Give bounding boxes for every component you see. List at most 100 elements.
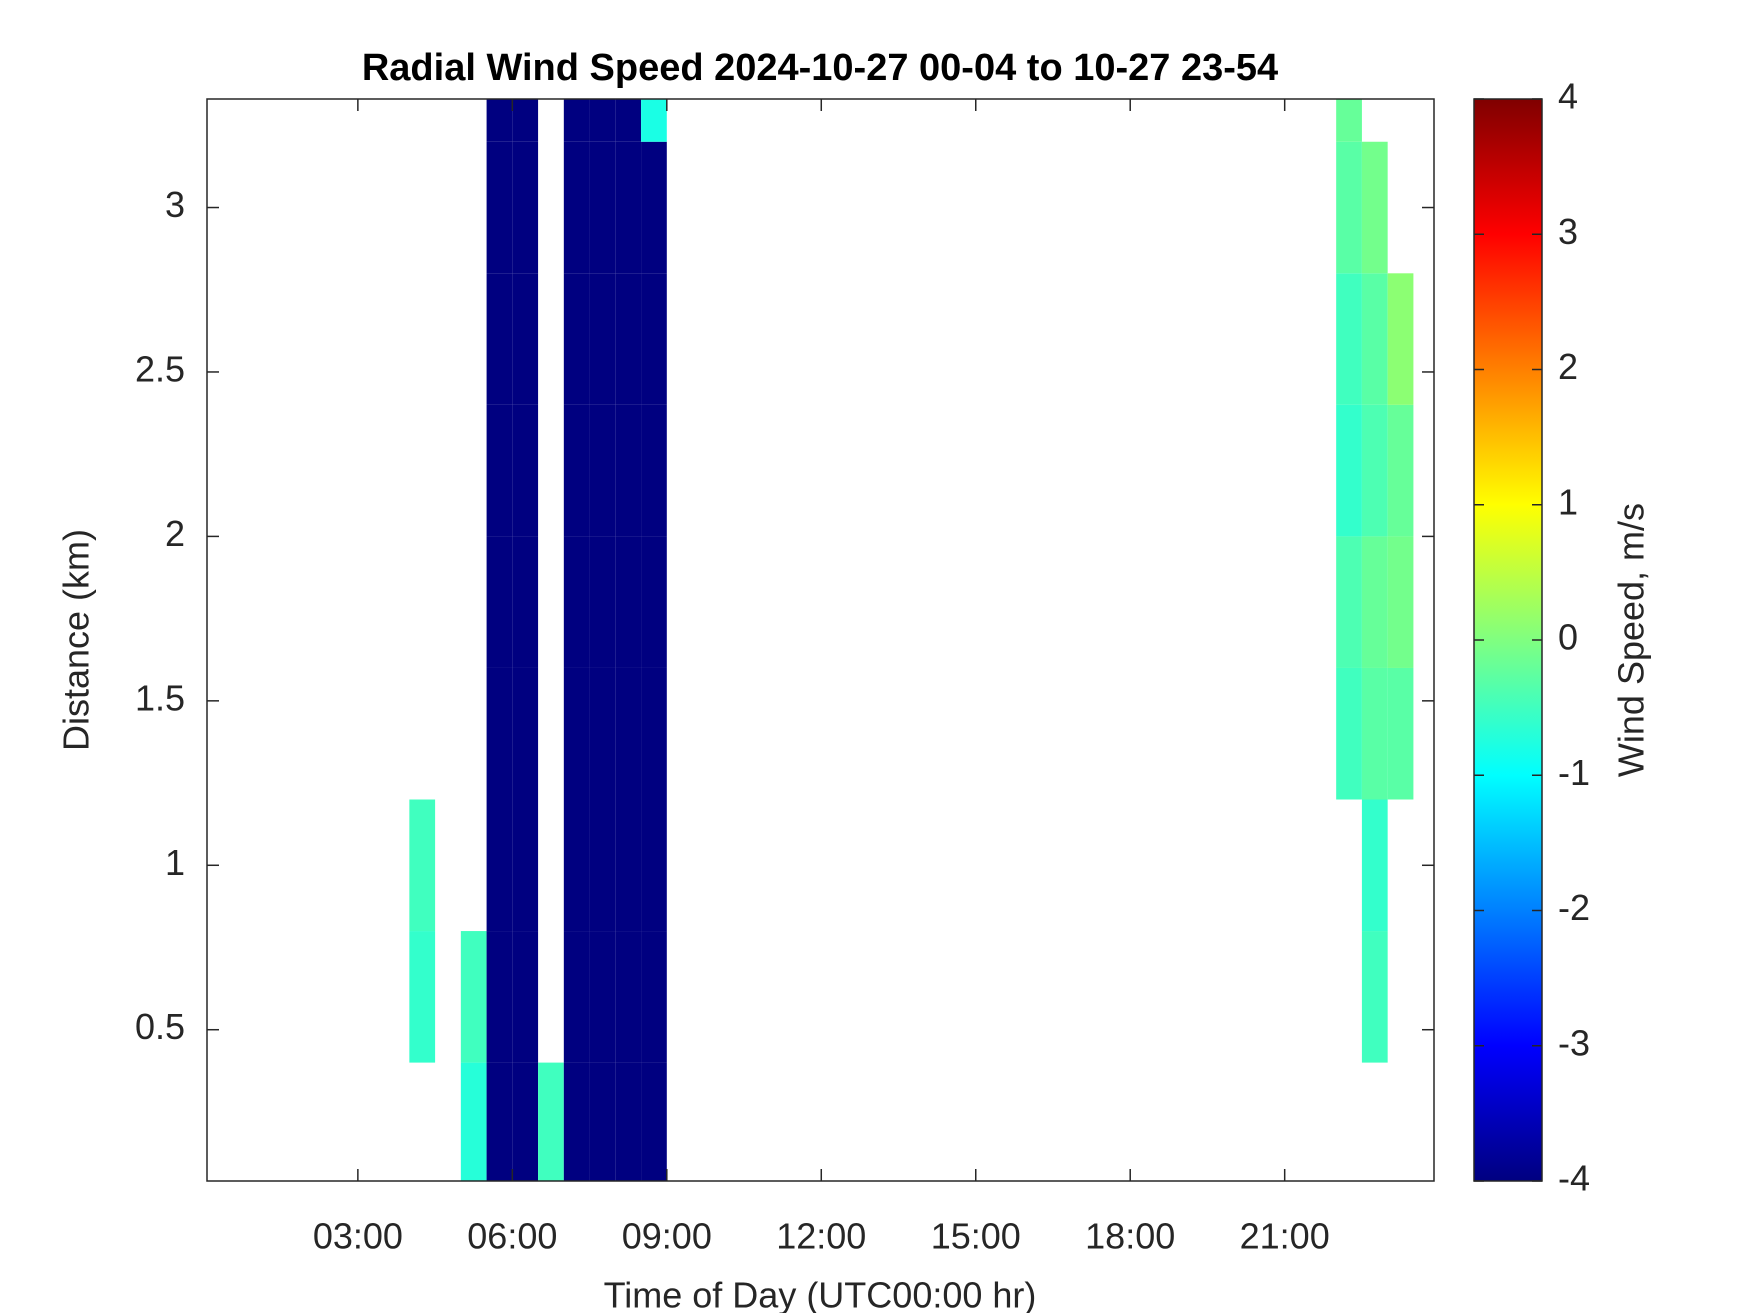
heatmap-cell bbox=[1387, 404, 1414, 537]
x-tick-label: 15:00 bbox=[931, 1216, 1021, 1257]
x-tick-label: 21:00 bbox=[1240, 1216, 1330, 1257]
heatmap-cell bbox=[1336, 141, 1362, 274]
heatmap-cell bbox=[615, 536, 642, 668]
heatmap-cell bbox=[512, 1062, 539, 1181]
colorbar-tick-label: -4 bbox=[1558, 1158, 1590, 1199]
heatmap-cell bbox=[615, 404, 642, 537]
heatmap-cell bbox=[1387, 536, 1414, 668]
x-tick-label: 18:00 bbox=[1085, 1216, 1175, 1257]
heatmap-cell bbox=[512, 536, 539, 668]
heatmap-cell bbox=[1387, 273, 1414, 405]
heatmap-cell bbox=[589, 799, 616, 932]
heatmap-cell bbox=[563, 799, 590, 932]
heatmap-cell bbox=[1387, 667, 1414, 800]
x-tick-label: 06:00 bbox=[467, 1216, 557, 1257]
x-tick-label: 09:00 bbox=[622, 1216, 712, 1257]
x-tick-label: 03:00 bbox=[313, 1216, 403, 1257]
heatmap-cell bbox=[563, 404, 590, 537]
chart-title: Radial Wind Speed 2024-10-27 00-04 to 10… bbox=[362, 47, 1278, 89]
heatmap-cell bbox=[563, 99, 590, 142]
heatmap-cell bbox=[641, 931, 667, 1063]
heatmap-cell bbox=[1336, 667, 1362, 800]
y-tick-label: 1 bbox=[165, 842, 185, 883]
heatmap-cell bbox=[1336, 99, 1362, 142]
heatmap-cell bbox=[615, 1062, 642, 1181]
heatmap-cell bbox=[460, 1062, 487, 1181]
heatmap-cell bbox=[615, 273, 642, 405]
heatmap-cell bbox=[589, 931, 616, 1063]
heatmap-cell bbox=[512, 99, 539, 142]
heatmap-cell bbox=[641, 1062, 667, 1181]
heatmap-cell bbox=[409, 799, 436, 932]
colorbar-tick-label: 3 bbox=[1558, 211, 1578, 252]
heatmap-cell bbox=[641, 141, 667, 274]
heatmap-cell bbox=[1361, 536, 1388, 668]
heatmap-cell bbox=[486, 99, 513, 142]
heatmap-cell bbox=[563, 141, 590, 274]
heatmap-cell bbox=[486, 667, 513, 800]
colorbar-tick-label: 1 bbox=[1558, 481, 1578, 522]
y-tick-label: 2.5 bbox=[135, 348, 185, 389]
heatmap-cell bbox=[589, 141, 616, 274]
heatmap-cell bbox=[486, 931, 513, 1063]
heatmap-cell bbox=[641, 667, 667, 800]
heatmap-cell bbox=[512, 799, 539, 932]
colorbar bbox=[1474, 99, 1542, 1181]
heatmap-cell bbox=[641, 799, 667, 932]
heatmap-cell bbox=[563, 1062, 590, 1181]
y-tick-label: 3 bbox=[165, 184, 185, 225]
heatmap-cell bbox=[641, 273, 667, 405]
heatmap-cell bbox=[460, 931, 487, 1063]
heatmap-cell bbox=[512, 141, 539, 274]
heatmap-cell bbox=[615, 799, 642, 932]
heatmap-cell bbox=[1336, 273, 1362, 405]
y-tick-label: 0.5 bbox=[135, 1006, 185, 1047]
heatmap-cell bbox=[512, 667, 539, 800]
heatmap-cell bbox=[589, 667, 616, 800]
heatmap-cell bbox=[1361, 404, 1388, 537]
y-tick-label: 1.5 bbox=[135, 677, 185, 718]
heatmap-cell bbox=[1336, 404, 1362, 537]
x-tick-label: 12:00 bbox=[776, 1216, 866, 1257]
heatmap-cell bbox=[512, 404, 539, 537]
heatmap-cell bbox=[1361, 931, 1388, 1063]
heatmap-cell bbox=[589, 536, 616, 668]
heatmap-cell bbox=[512, 931, 539, 1063]
heatmap-cell bbox=[615, 141, 642, 274]
colorbar-label: Wind Speed, m/s bbox=[1611, 503, 1652, 777]
y-tick-label: 2 bbox=[165, 513, 185, 554]
heatmap-cell bbox=[615, 667, 642, 800]
colorbar-tick-label: -3 bbox=[1558, 1022, 1590, 1063]
heatmap-cell bbox=[486, 1062, 513, 1181]
heatmap-cell bbox=[486, 141, 513, 274]
heatmap-cell bbox=[1361, 141, 1388, 274]
y-axis-label: Distance (km) bbox=[56, 529, 97, 751]
x-axis-label: Time of Day (UTC00:00 hr) bbox=[604, 1275, 1037, 1313]
heatmap-cell bbox=[1361, 799, 1388, 932]
heatmap-cell bbox=[641, 404, 667, 537]
colorbar-tick-label: 2 bbox=[1558, 346, 1578, 387]
heatmap-cell bbox=[1361, 667, 1388, 800]
colorbar-tick-label: -2 bbox=[1558, 887, 1590, 928]
heatmap-cell bbox=[563, 536, 590, 668]
heatmap-cell bbox=[615, 931, 642, 1063]
heatmap-cell bbox=[589, 273, 616, 405]
heatmap-cell bbox=[641, 536, 667, 668]
colorbar-tick-label: 4 bbox=[1558, 76, 1578, 117]
heatmap-cell bbox=[512, 273, 539, 405]
colorbar-tick-label: -1 bbox=[1558, 752, 1590, 793]
heatmap-cell bbox=[563, 931, 590, 1063]
heatmap-cell bbox=[563, 667, 590, 800]
heatmap-cell bbox=[486, 273, 513, 405]
heatmap-cell bbox=[1336, 536, 1362, 668]
heatmap-cell bbox=[589, 1062, 616, 1181]
heatmap-cell bbox=[563, 273, 590, 405]
heatmap-cell bbox=[589, 404, 616, 537]
heatmap-cell bbox=[615, 99, 642, 142]
plot-frame bbox=[206, 98, 1435, 1182]
heatmap-cell bbox=[409, 931, 436, 1063]
heatmap-cell bbox=[538, 1062, 564, 1181]
heatmap-cell bbox=[641, 99, 667, 142]
heatmap-cell bbox=[1361, 273, 1388, 405]
